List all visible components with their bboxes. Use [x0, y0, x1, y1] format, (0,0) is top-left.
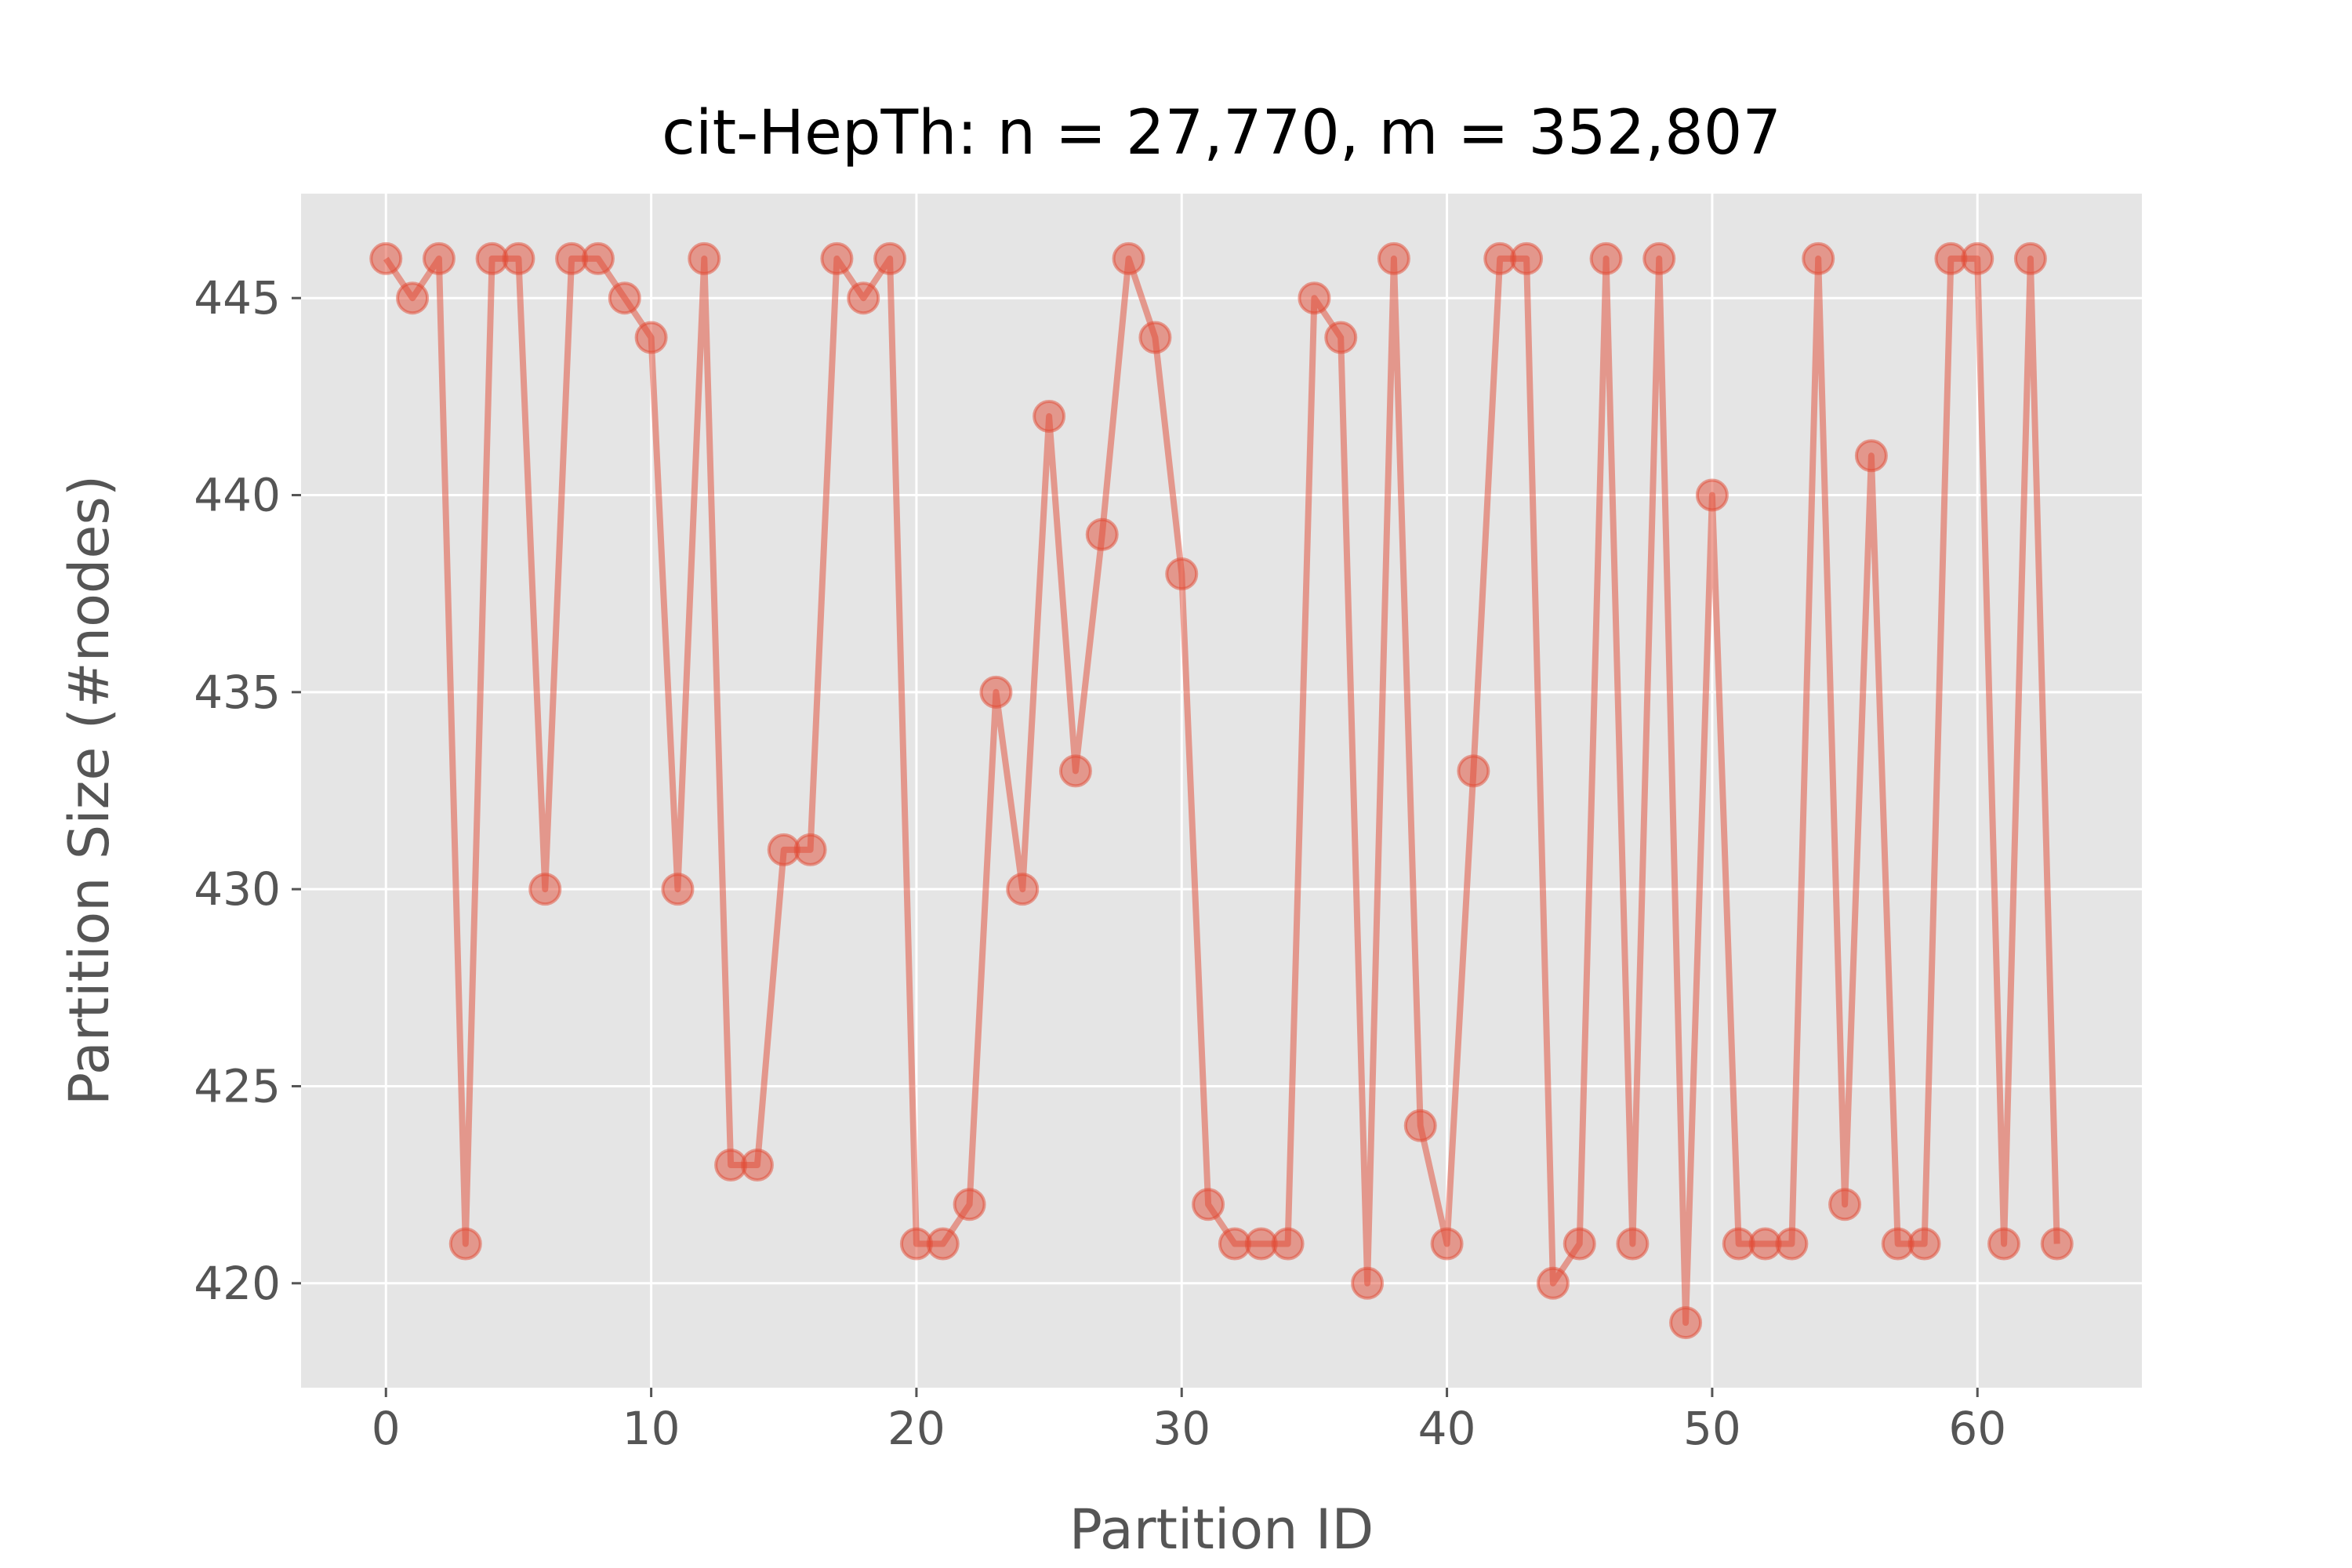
x-tick-label: 40 — [1418, 1402, 1476, 1455]
data-point — [688, 241, 721, 275]
chart-title: cit-HepTh: n = 27,770, m = 352,807 — [662, 98, 1781, 169]
y-tick-label: 445 — [194, 271, 281, 325]
axis-ticks: 0 10 20 30 40 50 60 420 425 430 435 440 445 — [194, 271, 2006, 1455]
x-tick-label: 0 — [372, 1402, 401, 1455]
data-point — [1298, 281, 1331, 315]
y-tick-label: 425 — [194, 1059, 281, 1112]
y-axis-label: Partition Size (#nodes) — [57, 475, 122, 1105]
data-point — [1695, 478, 1729, 512]
data-point — [581, 241, 615, 275]
data-point — [1403, 1109, 1437, 1142]
data-point — [1987, 1227, 2021, 1261]
data-point — [369, 241, 403, 275]
data-point — [1351, 1266, 1385, 1300]
data-point — [1616, 1227, 1650, 1261]
data-point — [1324, 321, 1358, 354]
data-point — [1457, 754, 1490, 788]
data-point — [1006, 873, 1040, 906]
data-point — [1669, 1306, 1703, 1340]
data-point — [396, 281, 430, 315]
data-point — [448, 1227, 482, 1261]
data-point — [422, 241, 456, 275]
data-point — [528, 873, 562, 906]
data-point — [1961, 241, 1994, 275]
data-point — [1430, 1227, 1464, 1261]
data-point — [1377, 241, 1410, 275]
data-point — [740, 1149, 774, 1182]
data-point — [1642, 241, 1676, 275]
data-point — [926, 1227, 960, 1261]
data-point — [979, 675, 1013, 709]
data-point — [1802, 241, 1835, 275]
data-point — [1775, 1227, 1809, 1261]
y-tick-label: 420 — [194, 1257, 281, 1310]
data-point — [1536, 1266, 1570, 1300]
data-point — [1112, 241, 1145, 275]
data-point — [502, 241, 535, 275]
x-tick-label: 20 — [887, 1402, 946, 1455]
data-point — [1563, 1227, 1596, 1261]
x-tick-label: 30 — [1152, 1402, 1210, 1455]
data-point — [1854, 439, 1888, 473]
data-point — [820, 241, 854, 275]
data-point — [1828, 1188, 1862, 1221]
y-tick-label: 435 — [194, 666, 281, 719]
data-point — [847, 281, 880, 315]
data-point — [1058, 754, 1092, 788]
x-axis-label: Partition ID — [1069, 1497, 1374, 1562]
data-point — [1907, 1227, 1941, 1261]
data-point — [661, 873, 695, 906]
data-points — [369, 241, 2074, 1340]
data-point — [793, 833, 827, 866]
x-tick-label: 10 — [622, 1402, 681, 1455]
data-point — [608, 281, 641, 315]
data-point — [1192, 1188, 1225, 1221]
data-point — [1138, 321, 1172, 354]
data-point — [1165, 557, 1199, 591]
y-tick-label: 440 — [194, 469, 281, 522]
data-point — [2040, 1227, 2074, 1261]
x-tick-label: 50 — [1683, 1402, 1741, 1455]
x-tick-label: 60 — [1948, 1402, 2006, 1455]
data-point — [1589, 241, 1623, 275]
data-point — [1033, 399, 1066, 433]
y-tick-label: 430 — [194, 862, 281, 916]
data-point — [1085, 517, 1119, 551]
data-point — [634, 321, 668, 354]
data-point — [1271, 1227, 1305, 1261]
data-point — [1510, 241, 1544, 275]
data-point — [2013, 241, 2047, 275]
data-point — [873, 241, 907, 275]
data-point — [953, 1188, 986, 1221]
